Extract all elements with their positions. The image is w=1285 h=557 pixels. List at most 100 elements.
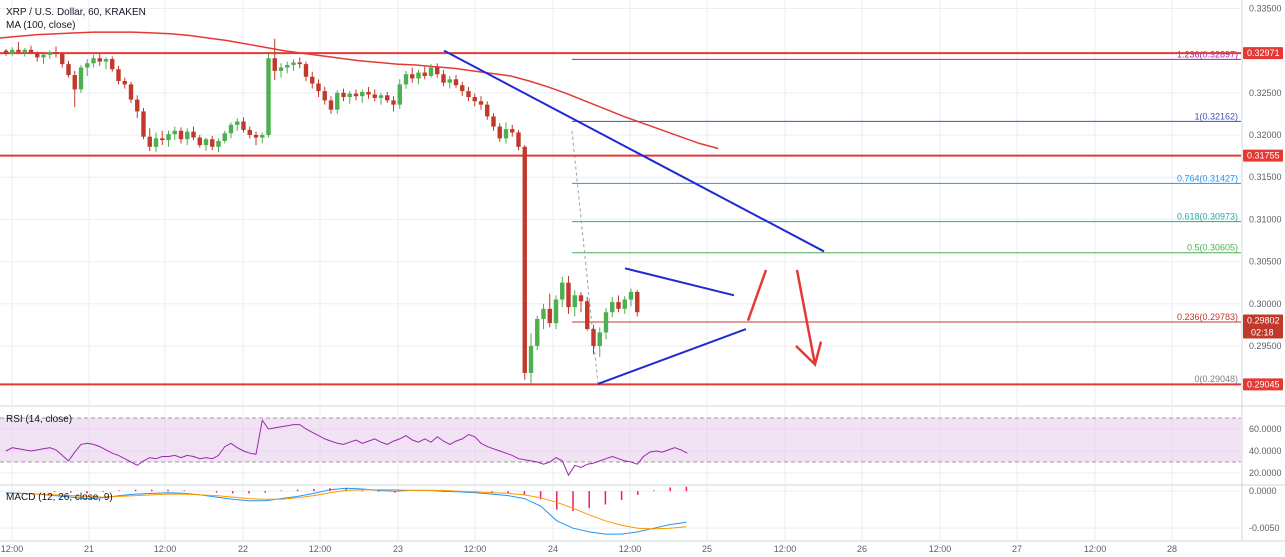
candle[interactable] <box>441 70 446 87</box>
candle[interactable] <box>147 128 152 152</box>
candle[interactable] <box>597 327 602 357</box>
candle[interactable] <box>122 77 127 89</box>
candle[interactable] <box>78 64 84 93</box>
candle[interactable] <box>460 81 465 97</box>
candle[interactable] <box>628 288 634 307</box>
candle[interactable] <box>378 92 384 105</box>
candle[interactable] <box>228 122 234 139</box>
candle[interactable] <box>503 122 509 144</box>
candle[interactable] <box>16 42 21 54</box>
candle[interactable] <box>141 108 146 140</box>
candle[interactable] <box>416 70 421 85</box>
candle[interactable] <box>272 38 277 81</box>
candle[interactable] <box>485 101 490 120</box>
candle[interactable] <box>497 123 502 142</box>
candle[interactable] <box>266 54 271 138</box>
candle[interactable] <box>303 61 309 81</box>
candle[interactable] <box>347 91 352 104</box>
candle[interactable] <box>510 124 515 137</box>
candle[interactable] <box>622 296 627 314</box>
candle[interactable] <box>553 295 559 330</box>
candle[interactable] <box>3 48 9 56</box>
candle[interactable] <box>635 290 640 317</box>
candle[interactable] <box>253 131 259 146</box>
candle[interactable] <box>247 126 252 139</box>
candle[interactable] <box>335 90 340 114</box>
candle[interactable] <box>322 86 327 105</box>
candle[interactable] <box>222 130 227 144</box>
candle[interactable] <box>110 56 115 72</box>
candle[interactable] <box>316 79 321 98</box>
candle[interactable] <box>166 130 171 147</box>
candle[interactable] <box>403 70 409 89</box>
candle[interactable] <box>366 86 371 99</box>
candle[interactable] <box>22 48 27 57</box>
candle[interactable] <box>178 127 184 144</box>
candle[interactable] <box>103 57 109 70</box>
candle[interactable] <box>535 315 540 351</box>
candle[interactable] <box>353 89 359 101</box>
candle[interactable] <box>466 86 471 102</box>
candle[interactable] <box>60 52 65 68</box>
candle[interactable] <box>235 118 240 131</box>
candle[interactable] <box>491 113 496 131</box>
candle[interactable] <box>53 46 59 58</box>
candle[interactable] <box>97 54 102 66</box>
candle[interactable] <box>422 66 427 80</box>
candle[interactable] <box>297 57 302 69</box>
candle[interactable] <box>516 129 521 151</box>
candle[interactable] <box>591 324 596 355</box>
candle[interactable] <box>385 91 390 103</box>
candle[interactable] <box>447 75 452 89</box>
candles-layer[interactable] <box>3 38 640 384</box>
candle[interactable] <box>428 64 434 78</box>
candle[interactable] <box>616 295 621 313</box>
candle[interactable] <box>391 96 396 112</box>
candle[interactable] <box>210 135 215 151</box>
candle[interactable] <box>278 63 284 78</box>
candle[interactable] <box>260 132 265 144</box>
candle[interactable] <box>41 54 46 65</box>
candle[interactable] <box>566 275 571 314</box>
candle[interactable] <box>585 297 590 331</box>
candle[interactable] <box>522 145 527 380</box>
candle[interactable] <box>216 138 221 152</box>
candle[interactable] <box>572 290 577 317</box>
candle[interactable] <box>28 45 34 54</box>
candle[interactable] <box>135 95 140 119</box>
candle[interactable] <box>603 307 609 340</box>
candle[interactable] <box>160 130 165 146</box>
candle[interactable] <box>610 297 615 318</box>
candle[interactable] <box>360 89 365 103</box>
candle[interactable] <box>478 96 484 110</box>
candle[interactable] <box>310 71 315 89</box>
candle[interactable] <box>185 128 190 146</box>
candle[interactable] <box>410 67 415 83</box>
candle[interactable] <box>328 96 334 114</box>
candle[interactable] <box>397 79 402 109</box>
price-axis[interactable]: 0.33500 0.32500 0.32000 0.31500 0.31000 0.305… <box>1243 3 1283 533</box>
candle[interactable] <box>528 333 534 384</box>
candle[interactable] <box>72 70 77 108</box>
candle[interactable] <box>472 93 477 107</box>
candle[interactable] <box>191 126 196 141</box>
candle[interactable] <box>341 88 346 102</box>
candle[interactable] <box>10 47 15 56</box>
candle[interactable] <box>203 137 209 152</box>
candle[interactable] <box>128 81 134 103</box>
candle[interactable] <box>47 50 52 60</box>
candle[interactable] <box>578 291 584 313</box>
candle[interactable] <box>241 117 246 133</box>
candle[interactable] <box>153 132 159 152</box>
candle[interactable] <box>66 60 71 78</box>
candle[interactable] <box>85 59 90 76</box>
candle[interactable] <box>116 65 121 85</box>
candle[interactable] <box>172 126 177 141</box>
candle[interactable] <box>435 63 440 78</box>
candle[interactable] <box>91 54 96 68</box>
candle[interactable] <box>35 51 40 62</box>
candle[interactable] <box>453 75 459 88</box>
time-axis[interactable]: 12:00 21 12:00 22 12:00 23 12:00 24 12:00 25 12:00… <box>1 544 1177 554</box>
candle[interactable] <box>560 276 565 308</box>
candle[interactable] <box>291 59 296 71</box>
